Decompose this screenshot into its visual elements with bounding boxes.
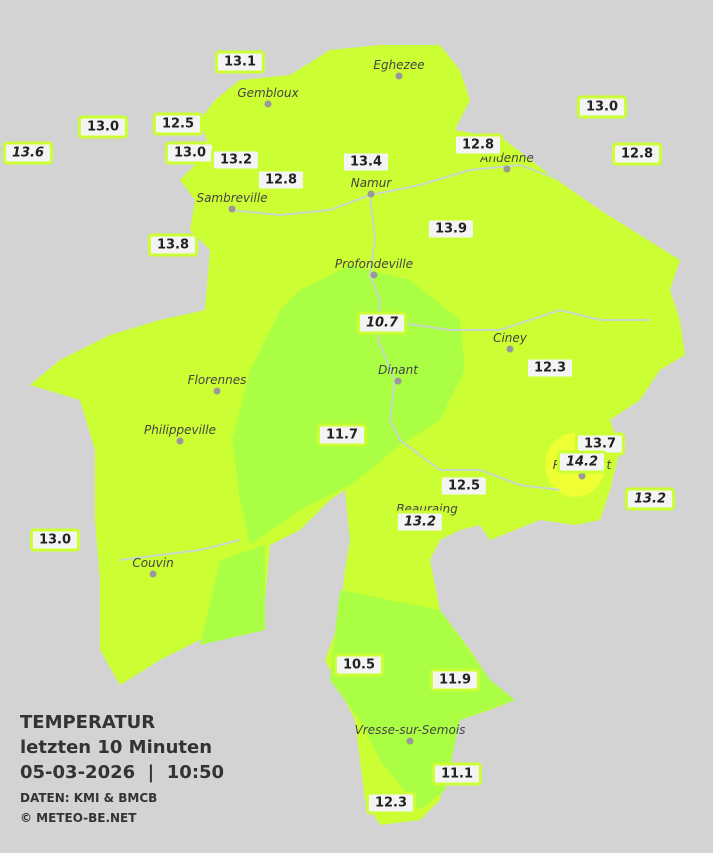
station-value: 13.2	[624, 487, 676, 511]
city-label: Couvin	[132, 556, 174, 570]
station-value: 13.2	[394, 510, 446, 534]
city-dot	[395, 72, 403, 80]
city-dot	[406, 737, 414, 745]
station-value: 10.5	[333, 653, 385, 677]
station-value: 11.1	[431, 762, 483, 786]
legend-source: DATEN: KMI & BMCB	[20, 791, 158, 805]
station-value: 13.0	[164, 141, 216, 165]
city-dot	[394, 377, 402, 385]
city-dot	[228, 205, 236, 213]
station-value: 12.8	[255, 168, 307, 192]
river	[119, 163, 650, 561]
station-value: 12.3	[524, 356, 576, 380]
city-dot	[506, 345, 514, 353]
city-dot	[264, 100, 272, 108]
station-value: 12.5	[438, 474, 490, 498]
city-dot	[367, 190, 375, 198]
station-value: 13.0	[77, 115, 129, 139]
legend-title: TEMPERATUR	[20, 712, 156, 733]
cool-zone	[330, 590, 515, 810]
station-value: 13.0	[576, 95, 628, 119]
city-dot	[370, 271, 378, 279]
station-value: 13.0	[29, 528, 81, 552]
station-value: 12.3	[365, 791, 417, 815]
station-value: 12.8	[611, 142, 663, 166]
station-value: 13.9	[425, 217, 477, 241]
station-value: 14.2	[556, 450, 608, 474]
station-value: 11.7	[316, 423, 368, 447]
station-value: 12.5	[152, 112, 204, 136]
station-value: 11.9	[429, 668, 481, 692]
city-label: Sambreville	[196, 191, 268, 205]
city-label: Philippeville	[144, 423, 216, 437]
city-label: Eghezee	[373, 58, 425, 72]
city-label: Namur	[350, 176, 392, 190]
station-value: 12.8	[452, 133, 504, 157]
city-label: Florennes	[187, 373, 247, 387]
legend-datetime: 05-03-2026 | 10:50	[20, 762, 225, 783]
station-value: 13.1	[214, 50, 266, 74]
station-value: 13.4	[340, 150, 392, 174]
station-value: 13.8	[147, 233, 199, 257]
cool-zone	[232, 265, 465, 545]
city-label: Ciney	[493, 331, 527, 345]
city-dot	[213, 387, 221, 395]
city-label: Profondeville	[334, 257, 414, 271]
city-label: Gembloux	[237, 86, 299, 100]
city-dot	[176, 437, 184, 445]
station-value: 10.7	[356, 311, 408, 335]
legend-copyright: © METEO-BE.NET	[20, 811, 137, 825]
legend-period: letzten 10 Minuten	[20, 737, 213, 758]
cool-zone	[200, 545, 265, 645]
city-dot	[149, 570, 157, 578]
city-dot	[578, 472, 586, 480]
city-label: Vresse-sur-Semois	[354, 723, 466, 737]
station-value: 13.2	[210, 148, 262, 172]
station-value: 13.6	[2, 141, 54, 165]
city-dot	[503, 165, 511, 173]
city-label: Dinant	[378, 363, 418, 377]
